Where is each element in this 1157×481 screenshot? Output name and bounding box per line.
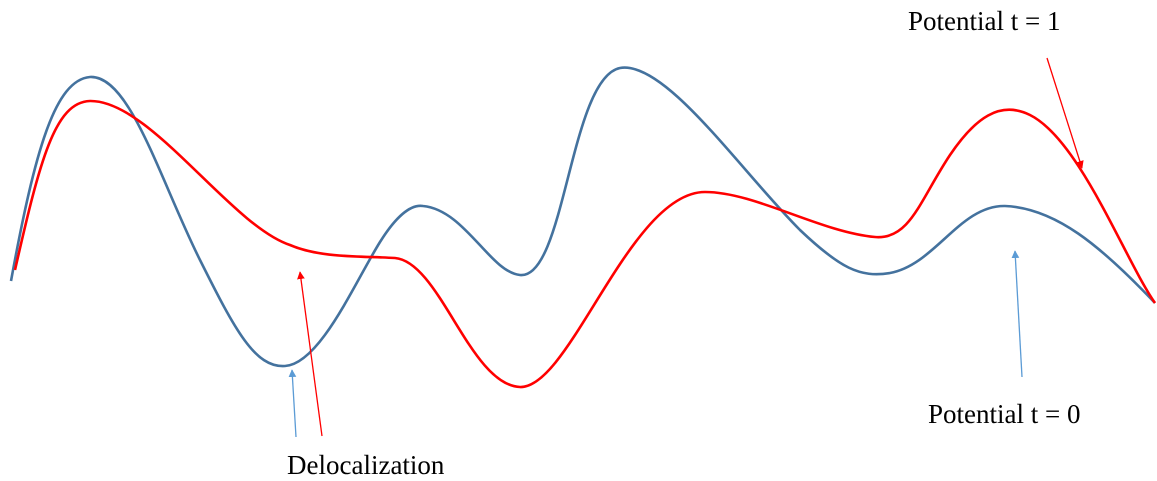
potential-t0-arrow bbox=[1011, 250, 1023, 378]
potential-t1-curve bbox=[13, 99, 1157, 389]
delocalization-arrow-red bbox=[297, 271, 323, 437]
potential-t1-arrow bbox=[1046, 57, 1084, 169]
delocalization-label: Delocalization bbox=[287, 450, 445, 480]
delocalization-arrow-blue bbox=[288, 369, 297, 438]
potential-t1-label: Potential t = 1 bbox=[908, 6, 1061, 36]
potential-t0-label: Potential t = 0 bbox=[928, 399, 1081, 429]
potential-t0-curve bbox=[9, 66, 1156, 368]
